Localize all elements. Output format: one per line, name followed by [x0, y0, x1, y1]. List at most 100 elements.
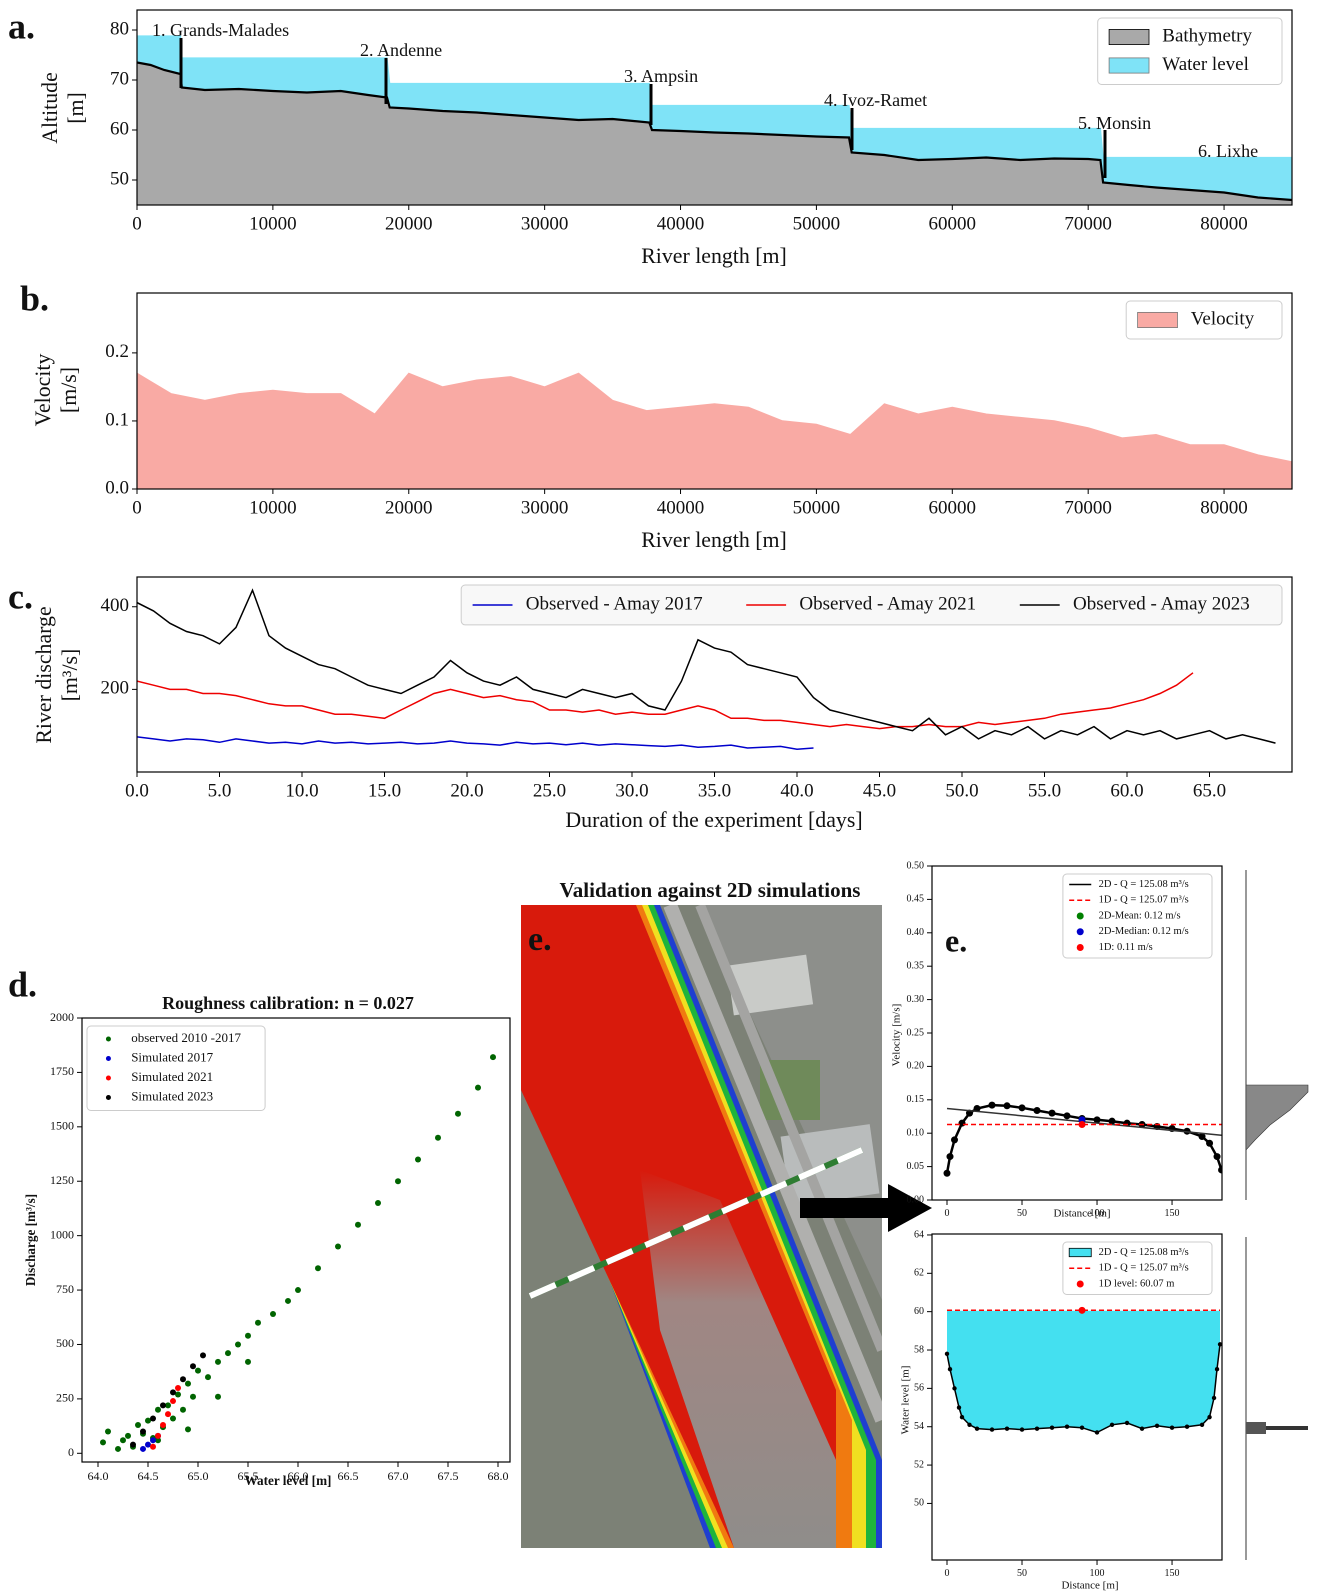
x-tick-label: 40000: [657, 498, 705, 519]
legend-swatch: [1076, 928, 1084, 936]
panel-label: e.: [945, 922, 967, 958]
x-axis-label: Distance [m]: [1053, 1208, 1110, 1220]
y-axis-label: Discharge [m³/s]: [23, 1194, 38, 1286]
point: [1078, 1121, 1086, 1129]
legend-label: Bathymetry: [1162, 25, 1252, 46]
point: [1218, 1166, 1222, 1174]
y-tick-label: 250: [56, 1391, 74, 1405]
point: [125, 1432, 131, 1439]
point: [490, 1054, 496, 1061]
x-tick-label: 65.0: [1193, 781, 1226, 802]
x-tick-label: 30000: [521, 214, 569, 235]
point: [1093, 1116, 1101, 1124]
x-axis-label: Water level [m]: [245, 1473, 332, 1488]
legend-swatch: [1108, 57, 1150, 74]
point: [988, 1101, 996, 1109]
point: [958, 1119, 966, 1127]
legend-label: Observed - Amay 2017: [526, 593, 703, 614]
legend-box: [460, 584, 1283, 626]
x-tick-label: 67.0: [388, 1469, 409, 1483]
y-tick-label: 1000: [50, 1227, 74, 1241]
point: [160, 1422, 166, 1428]
annotation: 5. Monsin: [1078, 113, 1151, 133]
y-tick-label: 0.40: [907, 927, 925, 938]
plot-area: [100, 1054, 496, 1452]
bed-point: [1139, 1426, 1145, 1431]
y-axis-label: Velocity [m/s]: [891, 1004, 903, 1067]
bed-point: [1034, 1426, 1040, 1431]
point: [190, 1393, 196, 1400]
point: [140, 1428, 146, 1435]
area-edge: [137, 372, 1292, 463]
y-tick-label: 54: [914, 1421, 924, 1432]
panel-label: c.: [8, 576, 33, 616]
y-tick-label: 0.05: [907, 1161, 925, 1172]
x-tick-label: 65.0: [188, 1469, 209, 1483]
road: [695, 905, 882, 1352]
point: [100, 1439, 106, 1446]
y-tick-label: 0.50: [907, 860, 925, 871]
annotation: 3. Ampsin: [624, 66, 698, 86]
bed-point: [1214, 1366, 1220, 1372]
y-tick-label: 0.20: [907, 1061, 925, 1072]
y-tick-label: 50: [110, 168, 129, 189]
point: [335, 1243, 341, 1250]
point: [285, 1297, 291, 1304]
point: [455, 1110, 461, 1117]
point: [225, 1350, 231, 1357]
area-edge: [137, 61, 1292, 202]
point: [190, 1363, 196, 1370]
y-tick-label: 1500: [50, 1119, 74, 1133]
x-tick-label: 50000: [793, 214, 841, 235]
legend-swatch: [105, 1095, 111, 1100]
x-axis-label: Duration of the experiment [days]: [565, 808, 862, 832]
y-tick-label: 52: [914, 1459, 924, 1470]
point: [180, 1406, 186, 1413]
legend-label: observed 2010 -2017: [131, 1030, 241, 1045]
point: [175, 1385, 181, 1391]
bed-point: [1079, 1425, 1085, 1430]
x-tick-label: 60.0: [1110, 781, 1143, 802]
x-tick-label: 45.0: [863, 781, 896, 802]
x-tick-label: 15.0: [368, 781, 401, 802]
x-tick-label: 50000: [793, 498, 841, 519]
point: [140, 1445, 146, 1452]
legend-label: Velocity: [1191, 308, 1255, 329]
legend-swatch: [1076, 944, 1084, 951]
map-label: e.: [528, 921, 552, 958]
point: [215, 1393, 221, 1400]
y-axis-label: Water level [m]: [900, 1366, 912, 1435]
point: [1048, 1109, 1056, 1117]
x-tick-label: 0: [945, 1208, 950, 1219]
area: [137, 373, 1292, 489]
bed-point: [1064, 1424, 1070, 1429]
bed-point: [1207, 1414, 1212, 1420]
chart-title: Roughness calibration: n = 0.027: [162, 993, 414, 1013]
point: [946, 1153, 954, 1161]
line: [945, 1103, 1222, 1174]
point: [155, 1406, 161, 1413]
plot-area: [943, 1101, 1222, 1177]
panel-label: b.: [20, 278, 49, 318]
y-tick-label: 60: [914, 1306, 924, 1317]
legend-swatch: [1076, 1280, 1084, 1288]
legend-label: 1D - Q = 125.07 m³/s: [1099, 895, 1189, 906]
x-tick-label: 50: [1017, 1568, 1027, 1579]
legend-label: 2D - Q = 125.08 m³/s: [1099, 879, 1189, 890]
point: [115, 1445, 121, 1452]
point: [180, 1376, 186, 1383]
point: [395, 1178, 401, 1185]
point: [245, 1332, 251, 1339]
point: [255, 1319, 261, 1326]
point: [155, 1437, 161, 1444]
x-tick-label: 20.0: [450, 781, 483, 802]
legend-label: Simulated 2021: [131, 1069, 213, 1084]
legend-label: 2D-Median: 0.12 m/s: [1099, 926, 1189, 937]
x-tick-label: 70000: [1064, 214, 1112, 235]
x-tick-label: 0: [132, 214, 142, 235]
legend-label: 2D-Mean: 0.12 m/s: [1099, 910, 1181, 921]
x-tick-label: 100: [1090, 1568, 1105, 1579]
legend-label: Simulated 2017: [131, 1049, 213, 1064]
x-tick-label: 60000: [929, 214, 977, 235]
